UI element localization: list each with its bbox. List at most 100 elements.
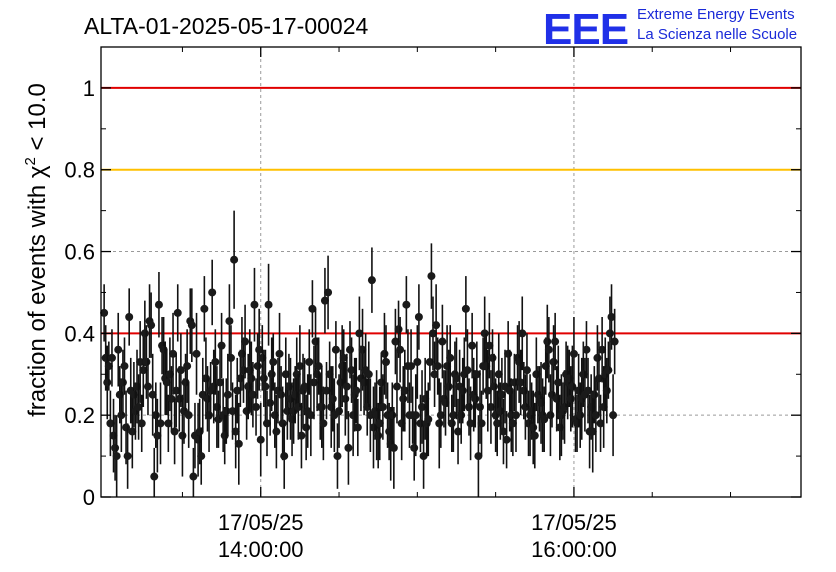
logo-line2: La Scienza nelle Scuole [637, 26, 797, 43]
data-point [162, 378, 171, 387]
data-point [308, 304, 317, 313]
data-points [100, 210, 619, 497]
data-point [228, 407, 237, 416]
data-point [461, 304, 470, 313]
data-point [335, 407, 344, 416]
data-point [504, 349, 513, 358]
data-point [605, 329, 614, 338]
data-point [164, 419, 173, 428]
data-point [413, 358, 422, 366]
data-point [380, 349, 389, 358]
y-tick-label: 0 [83, 485, 95, 510]
data-point [375, 419, 384, 428]
data-point [216, 378, 225, 387]
data-point [457, 411, 466, 420]
data-point [272, 427, 281, 436]
data-point [392, 382, 401, 391]
data-point [262, 419, 271, 428]
data-point [427, 272, 436, 281]
data-point [178, 431, 187, 440]
y-tick-label: 0.6 [64, 240, 95, 265]
data-point [217, 341, 226, 350]
data-point [241, 337, 250, 346]
data-point [400, 386, 409, 395]
data-point [540, 415, 549, 424]
data-point [424, 415, 433, 424]
data-point [148, 390, 157, 399]
y-tick-label: 1 [83, 76, 95, 101]
data-point [208, 288, 217, 297]
data-point [407, 362, 416, 371]
data-point [466, 419, 475, 428]
data-point [419, 452, 428, 461]
logo-line1: Extreme Energy Events [637, 6, 795, 23]
data-point [281, 370, 290, 379]
data-point [490, 382, 499, 391]
data-point [172, 386, 181, 395]
data-point [197, 452, 206, 461]
data-point [136, 358, 145, 366]
data-point [435, 419, 444, 428]
data-point [309, 378, 318, 387]
data-point [247, 374, 256, 383]
data-point [167, 394, 176, 403]
data-point [522, 366, 531, 375]
data-point [425, 358, 434, 366]
plot-frame [100, 46, 802, 498]
data-point [382, 358, 391, 366]
data-point [226, 353, 235, 362]
data-point [277, 390, 286, 399]
data-point [200, 304, 209, 313]
data-point [248, 390, 257, 399]
data-point [402, 300, 411, 309]
logo-letters: EEE [543, 5, 628, 54]
data-point [139, 366, 148, 375]
data-point [150, 472, 159, 481]
data-point [142, 358, 151, 366]
data-point [465, 403, 474, 411]
data-point [471, 394, 480, 403]
data-point [280, 452, 289, 461]
chart-title: ALTA-01-2025-05-17-00024 [84, 13, 368, 39]
eee-logo: EEE Extreme Energy Events La Scienza nel… [543, 5, 797, 54]
data-point [594, 374, 603, 383]
data-point [134, 403, 143, 411]
data-point [123, 452, 132, 461]
data-point [106, 419, 115, 428]
data-point [187, 321, 196, 330]
data-point [252, 403, 261, 411]
data-point [529, 423, 538, 432]
x-tick-date: 17/05/25 [531, 510, 617, 535]
data-point [588, 427, 597, 436]
data-point [156, 419, 165, 428]
data-point [511, 411, 520, 420]
data-point [173, 308, 182, 317]
data-point [345, 345, 354, 354]
data-point [267, 370, 276, 379]
data-point [341, 394, 350, 403]
data-point [518, 329, 527, 338]
data-point [463, 366, 472, 375]
data-point [107, 353, 116, 362]
data-point [117, 411, 126, 420]
data-point [342, 382, 351, 391]
data-point [114, 345, 123, 354]
data-point [234, 439, 243, 448]
data-point [446, 353, 455, 362]
data-point [609, 411, 618, 420]
data-point [428, 329, 437, 338]
data-point [584, 386, 593, 395]
data-point [264, 300, 273, 309]
data-point [590, 390, 599, 399]
data-point [544, 345, 553, 354]
data-point [331, 345, 340, 354]
data-point [389, 443, 398, 452]
data-point [104, 362, 113, 371]
data-point [414, 313, 423, 321]
data-point [554, 378, 563, 387]
data-point [128, 427, 137, 436]
data-point [543, 337, 552, 346]
data-point [137, 419, 146, 428]
data-point [530, 431, 539, 440]
